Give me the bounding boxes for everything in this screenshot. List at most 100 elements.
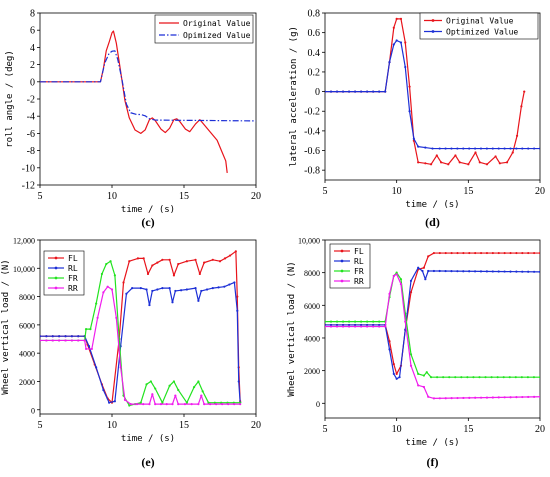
series-marker [119, 366, 122, 369]
series-marker [325, 90, 327, 93]
series-marker [329, 325, 333, 328]
series-marker [123, 398, 127, 401]
legend-marker [340, 259, 344, 263]
legend-marker [340, 269, 344, 273]
series-marker [185, 260, 188, 263]
series-marker [417, 384, 420, 387]
series-marker [485, 147, 488, 150]
legend-entry: RL [354, 257, 364, 266]
series-marker [468, 251, 471, 255]
series-marker [95, 366, 98, 369]
series-marker [335, 320, 339, 323]
series-marker [100, 272, 104, 276]
y-tick-label: -0.4 [304, 126, 320, 137]
series-marker [149, 380, 152, 383]
series-marker [432, 251, 436, 255]
legend-marker [54, 286, 58, 290]
series-marker [106, 285, 109, 288]
legend: Original Value Optimized Value [419, 12, 539, 40]
y-tick-label: 0 [31, 406, 35, 415]
series-marker [96, 316, 99, 319]
series-marker [458, 161, 461, 164]
series-marker [161, 401, 164, 404]
series-marker [113, 274, 116, 277]
series-marker [185, 288, 188, 291]
legend-entry: Original Value [183, 19, 251, 28]
series-marker [360, 325, 363, 328]
series-marker [436, 376, 439, 379]
series-marker [233, 281, 236, 284]
series-marker [366, 320, 369, 323]
legend-entry: FR [354, 267, 364, 276]
series-marker [508, 376, 511, 379]
series-marker [538, 251, 540, 255]
y-tick-label: -0.6 [304, 146, 320, 157]
series-marker [511, 151, 514, 154]
series-marker [183, 403, 187, 406]
y-tick-label: 0.6 [308, 28, 321, 39]
series-marker [491, 251, 494, 255]
series-marker [177, 403, 180, 406]
series-marker [503, 147, 506, 150]
x-tick-label: 15 [179, 191, 189, 202]
series-marker [197, 299, 200, 302]
x-tick-label: 15 [463, 186, 473, 197]
series-marker [409, 279, 413, 282]
series-marker [40, 339, 42, 342]
series-marker [454, 154, 457, 157]
series-marker [58, 335, 61, 338]
series-marker [146, 272, 150, 276]
x-tick-label: 10 [107, 420, 117, 431]
series-marker [227, 403, 230, 406]
y-tick-label: 8 [30, 9, 35, 20]
series-line-original-value [40, 30, 228, 174]
series-marker [473, 147, 477, 150]
series-marker [151, 393, 154, 396]
series-marker [490, 376, 493, 379]
series-marker [329, 323, 333, 327]
series-marker [509, 396, 512, 399]
series-marker [108, 401, 111, 404]
y-tick-label: 6 [30, 26, 35, 37]
series-marker [438, 251, 441, 255]
x-tick-label: 20 [251, 191, 261, 202]
series-marker [129, 403, 132, 406]
series-marker [156, 261, 159, 264]
x-axis-label: time / (s) [405, 438, 459, 448]
series-marker [440, 161, 443, 164]
series-marker [335, 90, 339, 93]
series-marker [392, 43, 395, 46]
series-marker [485, 251, 489, 255]
series-marker [233, 403, 236, 406]
legend-entry: Opimized Value [183, 31, 251, 40]
series-marker [395, 377, 398, 380]
series-marker [538, 376, 540, 379]
series-marker [417, 266, 420, 269]
series-marker [372, 320, 375, 323]
series-marker [533, 395, 536, 398]
x-tick-label: 5 [38, 420, 43, 431]
series-marker [372, 323, 375, 327]
series-marker [408, 110, 411, 113]
series-marker [228, 254, 232, 257]
y-tick-label: -10 [22, 163, 35, 174]
series-marker [421, 269, 424, 273]
series-marker [388, 340, 391, 343]
series-marker [192, 386, 196, 389]
series-marker [174, 289, 177, 293]
series-marker [109, 260, 112, 263]
y-tick-label: 6000 [19, 321, 35, 330]
series-marker [194, 287, 197, 290]
series-marker [45, 339, 48, 342]
series-marker [444, 269, 447, 273]
series-marker [462, 270, 465, 273]
series-marker [384, 325, 387, 328]
series-marker [168, 384, 171, 387]
series-marker [462, 147, 465, 150]
y-tick-label: 10,000 [298, 237, 320, 246]
series-marker [201, 390, 204, 393]
panel-label-d: (d) [425, 215, 440, 229]
legend-entry: FR [68, 274, 78, 283]
series-marker [388, 61, 391, 64]
